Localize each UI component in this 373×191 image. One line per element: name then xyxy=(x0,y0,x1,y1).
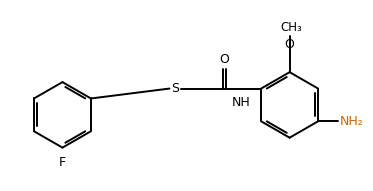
Text: CH₃: CH₃ xyxy=(281,21,303,34)
Text: F: F xyxy=(59,155,66,169)
Text: NH₂: NH₂ xyxy=(340,115,364,128)
Text: O: O xyxy=(285,38,295,51)
Text: O: O xyxy=(219,53,229,66)
Text: NH: NH xyxy=(232,96,251,109)
Text: S: S xyxy=(172,82,179,95)
